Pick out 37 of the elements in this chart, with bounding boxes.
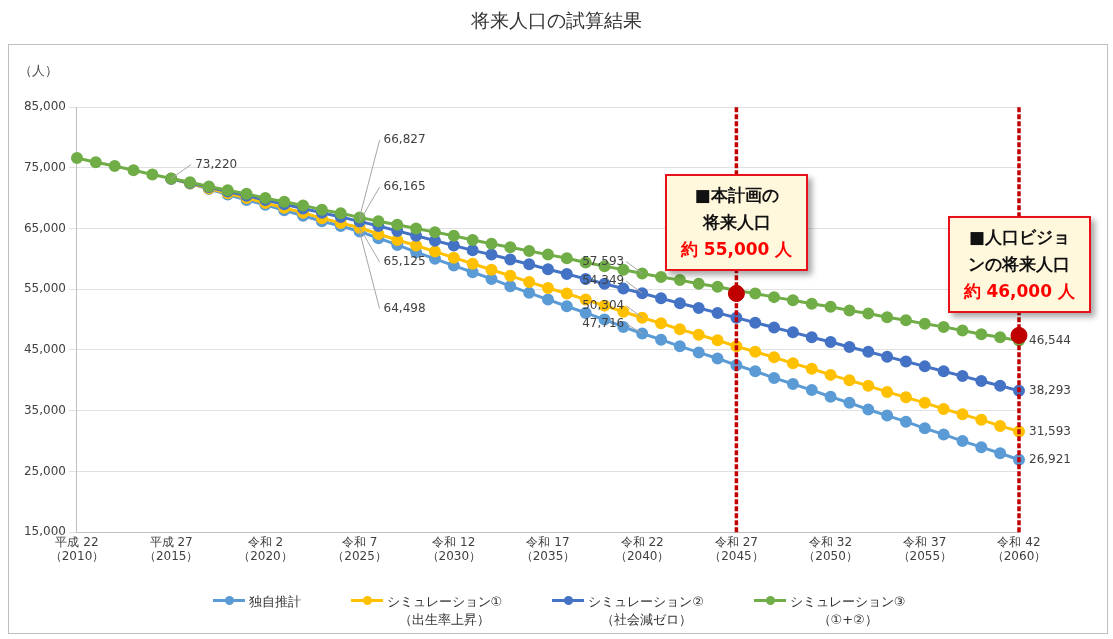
data-label: 50,304 — [582, 297, 625, 312]
data-label: 64,498 — [383, 300, 426, 315]
data-label: 26,921 — [1029, 451, 1071, 466]
x-tick-label: 令和 32 （2050） — [803, 534, 858, 563]
x-tick-label: 令和 17 （2035） — [520, 534, 576, 563]
x-tick-label: 令和 7 （2025） — [332, 534, 387, 563]
x-tick-label: 令和 12 （2030） — [426, 534, 482, 563]
data-label: 65,125 — [383, 253, 426, 268]
data-label: 66,165 — [383, 179, 426, 194]
y-tick-label: 45,000 — [23, 342, 66, 357]
data-label: 73,220 — [195, 156, 238, 171]
y-tick-label: 55,000 — [23, 281, 66, 296]
x-tick-label: 令和 42 （2060） — [991, 534, 1047, 563]
x-tick-label: 平成 27 （2015） — [143, 534, 199, 563]
y-tick-label: 75,000 — [23, 159, 66, 174]
data-label: 31,593 — [1029, 423, 1071, 438]
y-tick-label: 65,000 — [23, 220, 66, 235]
annotation: 約 55,000 人 — [680, 238, 793, 262]
legend-label: シミュレーション③ （①+②） — [789, 593, 906, 629]
legend-label: シミュレーション① （出生率上昇） — [386, 593, 503, 629]
chart-title: 将来人口の試算結果 — [470, 8, 643, 33]
x-tick-label: 令和 37 （2055） — [897, 534, 953, 563]
legend-label: シミュレーション② （社会減ゼロ） — [588, 593, 704, 629]
annotation: 約 46,000 人 — [963, 280, 1075, 304]
ref-line-label: ■本計画の将来人口 — [693, 184, 780, 235]
data-label: 66,827 — [383, 132, 426, 147]
y-axis-title: （人） — [19, 63, 59, 78]
x-tick-label: 令和 22 （2040） — [614, 534, 670, 563]
x-tick-label: 令和 2 （2020） — [238, 534, 293, 563]
x-tick-label: 令和 27 （2045） — [709, 534, 764, 563]
data-label: 46,544 — [1029, 332, 1071, 347]
y-tick-label: 25,000 — [23, 463, 66, 478]
y-tick-label: 35,000 — [23, 402, 66, 417]
ref-line-label: ■人口ビジョンの将来人口 — [967, 226, 1072, 277]
legend-label: 独自推計 — [248, 593, 301, 611]
y-tick-label: 85,000 — [23, 99, 66, 114]
data-label: 38,293 — [1029, 382, 1071, 397]
